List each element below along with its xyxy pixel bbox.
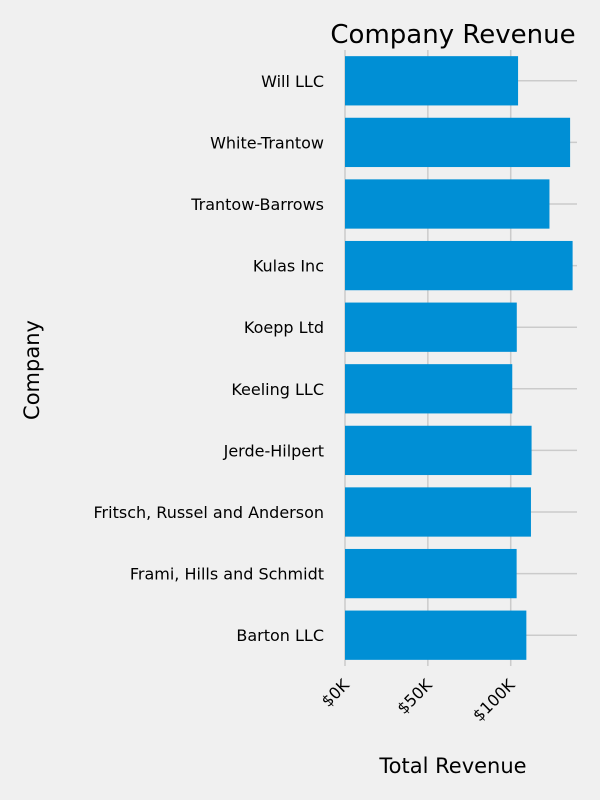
y-tick-label: Keeling LLC (231, 380, 324, 399)
x-axis-label: Total Revenue (378, 754, 526, 778)
bar (345, 610, 527, 660)
x-tick-label: $50K (393, 675, 436, 718)
bar (345, 179, 550, 229)
y-tick-label: White-Trantow (210, 133, 324, 152)
x-tick-label: $0K (318, 675, 354, 711)
y-tick-labels: Barton LLC Frami, Hills and Schmidt Fritsc… (94, 72, 324, 645)
x-tick-label: $100K (469, 675, 519, 725)
x-tick-labels: $0K $50K $100K (318, 675, 519, 725)
chart-title: Company Revenue (330, 20, 575, 50)
bars (345, 56, 573, 660)
y-tick-label: Kulas Inc (253, 257, 324, 276)
y-tick-label: Koepp Ltd (244, 318, 324, 337)
y-tick-label: Trantow-Barrows (190, 195, 324, 214)
bar (345, 117, 571, 168)
y-tick-label: Jerde-Hilpert (223, 441, 324, 460)
bar (345, 302, 517, 352)
y-tick-label: Fritsch, Russel and Anderson (94, 503, 324, 522)
bar (345, 425, 532, 476)
y-tick-label: Frami, Hills and Schmidt (130, 565, 324, 584)
bar (345, 487, 531, 537)
bar (345, 364, 513, 414)
bar (345, 56, 519, 106)
bar (345, 240, 573, 291)
y-axis-label: Company (20, 320, 44, 420)
y-tick-label: Will LLC (261, 72, 324, 91)
y-tick-label: Barton LLC (236, 626, 324, 645)
bar (345, 548, 517, 599)
